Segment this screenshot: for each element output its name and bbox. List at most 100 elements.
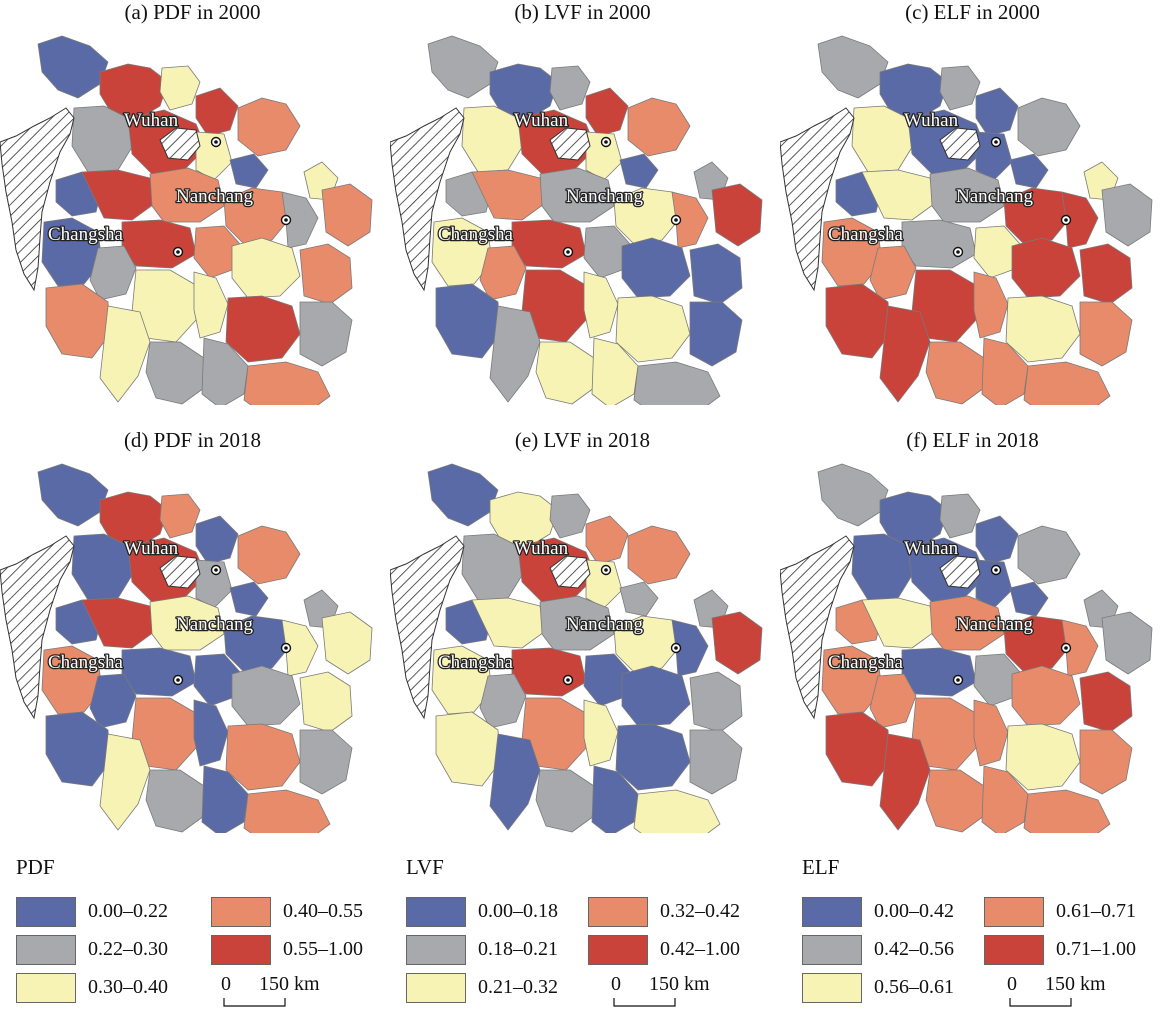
map-region (223, 187, 291, 245)
map-region (879, 305, 931, 403)
map-region (585, 87, 629, 137)
map-region (1009, 581, 1049, 617)
map-region (37, 35, 109, 99)
choropleth-map: Wuhan Nanchang Changsha (390, 35, 763, 405)
capital-city-marker (670, 214, 682, 226)
map-region (975, 515, 1019, 565)
map-region (585, 559, 623, 609)
scale-text: 150 km (259, 973, 320, 995)
legend-label: 0.40–0.55 (283, 900, 363, 922)
choropleth-map: Wuhan Nanchang Changsha (0, 35, 373, 405)
legend-swatch (802, 973, 862, 1003)
map-region (619, 581, 659, 617)
panel-title: (c) ELF in 2000 (905, 0, 1040, 24)
map-region (427, 463, 499, 527)
no-data-region-west (0, 107, 75, 292)
city-label-nanchang: Nanchang (956, 186, 1034, 207)
legend-title: ELF (802, 855, 840, 879)
map-region (975, 87, 1019, 137)
map-region (613, 615, 681, 673)
map-region (1023, 361, 1111, 405)
scale-zero: 0 (611, 973, 621, 995)
map-region (549, 65, 591, 111)
map-region (825, 711, 891, 787)
legend-swatch (588, 897, 648, 927)
map-region (633, 789, 721, 833)
choropleth-map: Wuhan Nanchang Changsha (390, 463, 763, 833)
map-region (489, 491, 559, 547)
map-region (243, 361, 331, 405)
map-region (511, 219, 587, 269)
map-region (539, 167, 615, 223)
map-region (1005, 295, 1081, 363)
legend-swatch (211, 935, 271, 965)
map-region (585, 515, 629, 565)
map-region (159, 65, 201, 111)
city-label-changsha: Changsha (48, 224, 124, 245)
capital-city-marker (210, 136, 222, 148)
legend-label: 0.55–1.00 (283, 938, 363, 960)
capital-city-marker (670, 642, 682, 654)
map-region (159, 493, 201, 539)
map-region (879, 63, 949, 119)
map-region (489, 63, 559, 119)
map-region (851, 533, 915, 601)
map-region (195, 87, 239, 137)
map-region (243, 789, 331, 833)
map-region (939, 65, 981, 111)
map-region (633, 361, 721, 405)
map-region (461, 105, 525, 173)
legend-swatch (802, 897, 862, 927)
map-region (229, 581, 269, 617)
legend-label: 0.32–0.42 (660, 900, 740, 922)
map-panel-a: (a) PDF in 2000 Wuhan Nanchang Changsha (0, 0, 385, 405)
map-region (299, 243, 353, 305)
map-region (479, 673, 527, 729)
map-region (825, 283, 891, 359)
map-region (145, 341, 205, 405)
map-region (321, 611, 373, 675)
map-region (231, 665, 301, 727)
map-region (1003, 615, 1071, 673)
legend-label: 0.22–0.30 (88, 938, 168, 960)
map-region (615, 295, 691, 363)
map-region (583, 699, 619, 767)
no-data-region-wuhan (549, 127, 591, 161)
scale-bar: 0 150 km (211, 973, 320, 1013)
map-region (479, 245, 527, 301)
map-region (1023, 789, 1111, 833)
map-region (817, 463, 889, 527)
city-label-nanchang: Nanchang (566, 614, 644, 635)
city-label-nanchang: Nanchang (956, 614, 1034, 635)
map-region (689, 301, 743, 367)
city-label-changsha: Changsha (828, 652, 904, 673)
map-region (223, 615, 291, 673)
map-panel-c: (c) ELF in 2000 Wuhan Nanchang Changsha (780, 0, 1165, 405)
map-region (99, 63, 169, 119)
legend-swatch (16, 973, 76, 1003)
map-region (195, 131, 233, 181)
legend-label: 0.00–0.22 (88, 900, 168, 922)
map-region (619, 153, 659, 189)
city-label-wuhan: Wuhan (514, 538, 569, 559)
map-region (929, 167, 1005, 223)
panel-title: (a) PDF in 2000 (124, 0, 261, 24)
map-region (973, 271, 1009, 339)
map-region (627, 97, 691, 157)
legend-swatch (16, 897, 76, 927)
map-region (99, 305, 151, 403)
map-region (613, 187, 681, 245)
map-region (975, 131, 1013, 181)
scale-text: 150 km (649, 973, 710, 995)
map-region (615, 723, 691, 791)
map-region (711, 183, 763, 247)
legend-elf: ELF 0.00–0.42 0.61–0.71 0.42–0.56 0.71–1… (802, 855, 1162, 1015)
map-region (321, 183, 373, 247)
legend-swatch (406, 973, 466, 1003)
map-region (231, 237, 301, 299)
map-region (1005, 723, 1081, 791)
capital-city-marker (952, 246, 964, 258)
map-region (229, 153, 269, 189)
capital-city-marker (1060, 642, 1072, 654)
map-region (1003, 187, 1071, 245)
